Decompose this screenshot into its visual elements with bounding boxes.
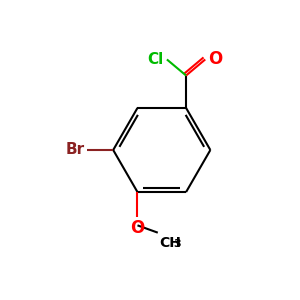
Text: CH: CH bbox=[159, 236, 181, 250]
Text: Cl: Cl bbox=[148, 52, 164, 67]
Text: 3: 3 bbox=[174, 238, 181, 249]
Text: O: O bbox=[208, 50, 222, 68]
Text: Br: Br bbox=[65, 142, 84, 158]
Text: O: O bbox=[130, 219, 145, 237]
